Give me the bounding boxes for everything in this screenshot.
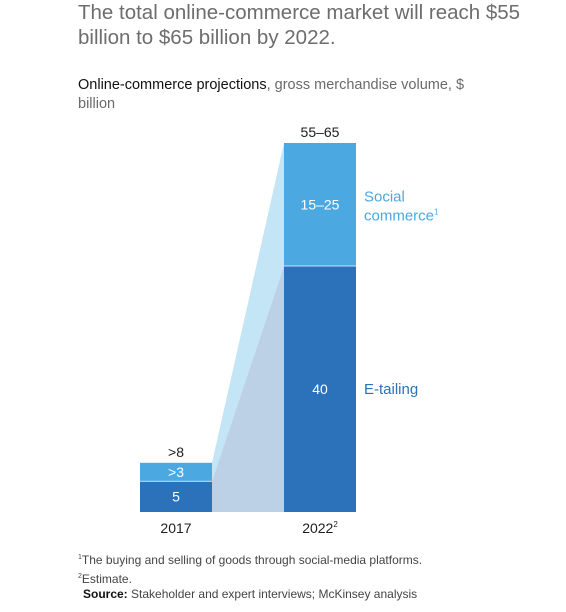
legend-label-social: Social: [364, 189, 405, 206]
bar-social-commerce-2017: [140, 462, 212, 482]
bridge-social-commerce: [212, 143, 284, 482]
legend-label-e-tailing: E-tailing: [364, 381, 418, 398]
x-tick-text-2022: 2022: [302, 520, 333, 536]
value-label-e-tailing-2017: 5: [172, 489, 180, 505]
footnote-1: 1The buying and selling of goods through…: [78, 550, 548, 569]
legend-label-commerce-text: commerce: [364, 208, 434, 225]
legend-label-commerce-superscript: 1: [434, 208, 439, 217]
value-label-social-commerce-2017: >3: [168, 464, 184, 480]
x-tick-label-2022: 20222: [302, 520, 338, 536]
subtitle-bold: Online-commerce projections: [78, 77, 267, 93]
x-tick-superscript-2022: 2: [333, 520, 338, 529]
footnote-2-text: Estimate.: [81, 571, 132, 586]
footnote-1-text: The buying and selling of goods through …: [81, 553, 423, 567]
chart-headline: The total online-commerce market will re…: [78, 1, 521, 49]
bar-social-commerce-2022: [284, 143, 356, 266]
source-line: Source: Stakeholder and expert interview…: [83, 587, 548, 603]
bar-e-tailing-2022: [284, 266, 356, 512]
source-label: Source:: [83, 587, 128, 601]
bar-e-tailing-2017: [140, 481, 212, 512]
subtitle-rest: , gross merchandise volume, $ billion: [78, 77, 465, 112]
source-text: Stakeholder and expert interviews; McKin…: [127, 587, 418, 601]
total-label-2022: 55–65: [301, 124, 340, 140]
footnote-1-mark: 1: [78, 554, 82, 561]
value-label-social-commerce-2022: 15–25: [301, 197, 340, 213]
stacked-bar-chart: 5 >3 >8 40 15–25 55–65 2017 20222 Social commerce…: [140, 124, 439, 536]
x-tick-label-2017: 2017: [160, 520, 191, 536]
total-label-2017: >8: [168, 444, 184, 460]
chart-subtitle: Online-commerce projections, gross merch…: [78, 76, 498, 114]
footnote-2: 2Estimate.: [78, 569, 548, 588]
footnotes: 1The buying and selling of goods through…: [78, 550, 548, 603]
x-tick-text-2017: 2017: [160, 520, 191, 536]
footnote-2-mark: 2: [78, 572, 82, 580]
value-label-e-tailing-2022: 40: [312, 381, 328, 397]
bridge-e-tailing: [212, 266, 284, 512]
legend-label-commerce: commerce1: [364, 208, 439, 225]
